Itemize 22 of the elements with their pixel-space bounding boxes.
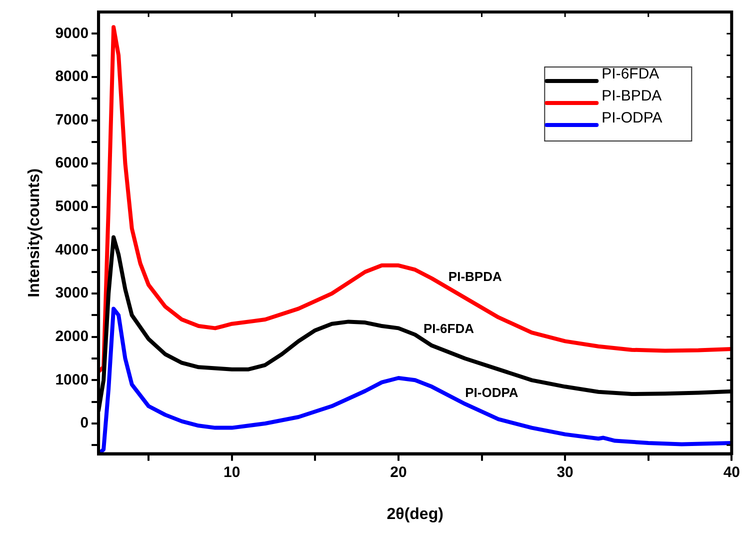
annotation: PI-6FDA	[423, 321, 475, 336]
x-tick-label: 30	[556, 464, 574, 481]
x-tick-label: 40	[723, 464, 740, 481]
y-tick-label: 9000	[55, 24, 89, 42]
x-tick-label: 20	[390, 464, 407, 481]
y-tick-label: 3000	[55, 284, 89, 302]
y-axis-title: Intensity(counts)	[26, 168, 44, 298]
y-tick-label: 2000	[55, 328, 89, 345]
legend-label: PI-BPDA	[602, 88, 662, 105]
y-tick-label: 7000	[55, 111, 89, 128]
legend-label: PI-6FDA	[602, 66, 660, 83]
annotation: PI-BPDA	[448, 269, 502, 284]
y-tick-label: 0	[80, 414, 89, 432]
annotation: PI-ODPA	[465, 385, 519, 400]
x-axis-title: 2θ(deg)	[386, 506, 444, 523]
legend-label: PI-ODPA	[602, 110, 662, 127]
y-tick-label: 6000	[55, 154, 89, 172]
y-tick-label: 4000	[55, 241, 89, 258]
y-tick-label: 8000	[55, 68, 89, 86]
x-tick-label: 10	[224, 464, 240, 481]
y-tick-label: 1000	[55, 371, 89, 388]
y-tick-label: 5000	[55, 198, 89, 216]
